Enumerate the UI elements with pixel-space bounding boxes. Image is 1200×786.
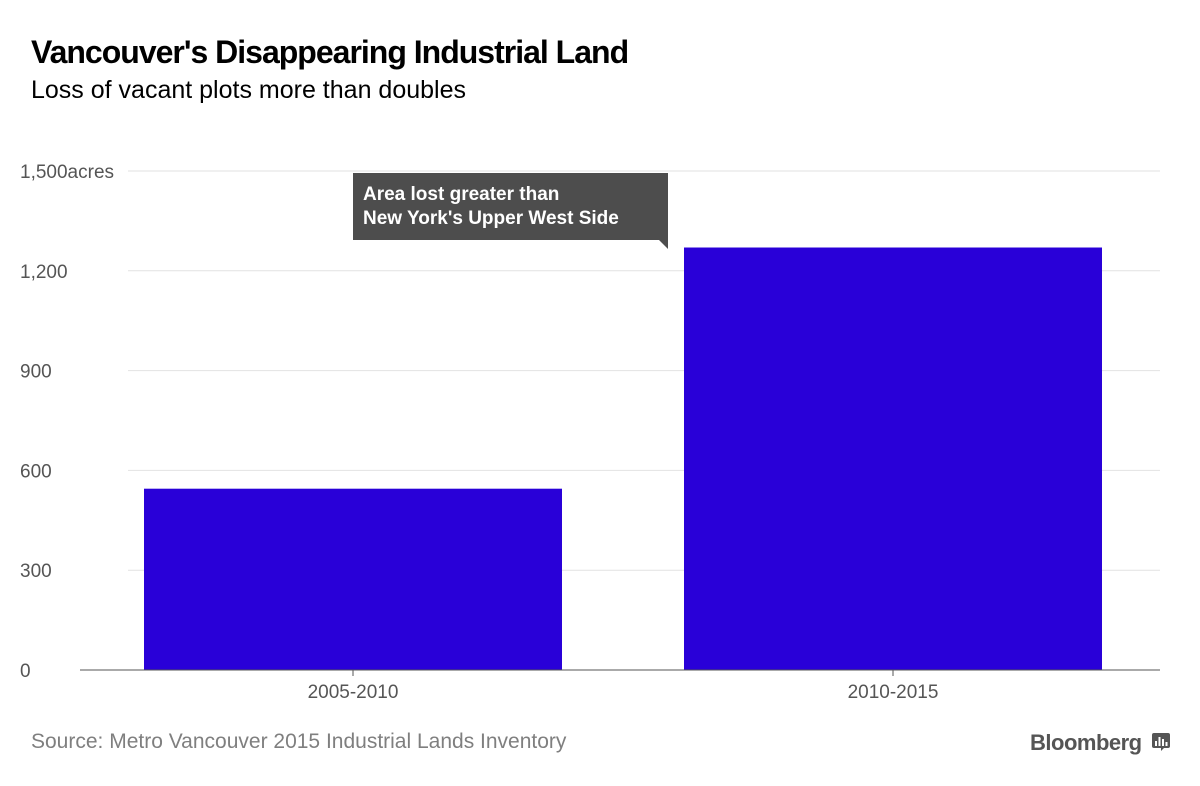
y-tick-label: 0 <box>20 661 31 682</box>
y-axis-ticks: 0 300 600 900 1,200 1,500acres <box>20 162 114 682</box>
y-tick-label: 1,200 <box>20 262 68 283</box>
bar-2010-2015 <box>684 247 1102 670</box>
annotation-text: Area lost greater than <box>363 184 559 205</box>
chart-title: Vancouver's Disappearing Industrial Land <box>31 34 629 70</box>
brand-logo: Bloomberg <box>1030 730 1142 755</box>
bloomberg-chart-icon <box>1152 733 1170 751</box>
annotation-text: New York's Upper West Side <box>363 208 619 229</box>
y-tick-label: 600 <box>20 461 52 482</box>
x-tick-label: 2010-2015 <box>848 682 939 703</box>
annotation: Area lost greater than New York's Upper W… <box>353 173 668 249</box>
y-tick-label: 900 <box>20 362 52 383</box>
source-note: Source: Metro Vancouver 2015 Industrial … <box>31 730 567 753</box>
chart-subtitle: Loss of vacant plots more than doubles <box>31 76 466 104</box>
annotation-pointer <box>659 240 668 249</box>
y-tick-label: 300 <box>20 561 52 582</box>
x-axis: 2005-2010 2010-2015 <box>80 669 1160 703</box>
bars <box>144 247 1102 670</box>
annotation-box <box>353 173 668 240</box>
y-tick-label: 1,500acres <box>20 162 114 183</box>
x-tick-label: 2005-2010 <box>308 682 399 703</box>
bar-2005-2010 <box>144 488 562 670</box>
